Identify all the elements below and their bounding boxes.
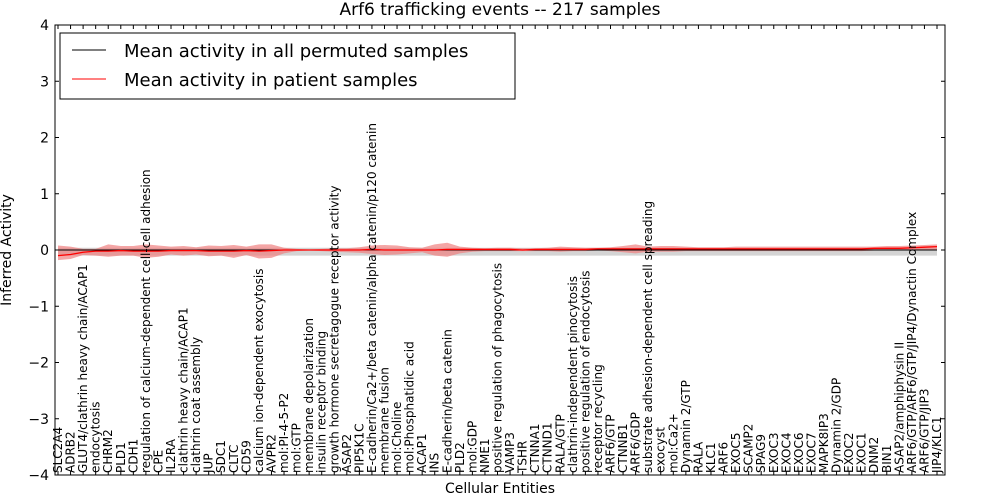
chart-title: Arf6 trafficking events -- 217 samples bbox=[339, 0, 660, 20]
x-tick-label: ASAP2 bbox=[340, 434, 354, 473]
x-tick-label: mol:GTP bbox=[290, 423, 304, 473]
x-tick-label: PIP5K1C bbox=[352, 423, 366, 473]
x-tick-label: MAPK8IP3 bbox=[817, 413, 831, 473]
x-tick-label: receptor recycling bbox=[591, 364, 605, 473]
x-tick-label: VAMP3 bbox=[503, 432, 517, 473]
x-tick-label: INS bbox=[428, 453, 442, 473]
x-tick-label: CTNNA1 bbox=[528, 423, 542, 473]
x-tick-label: CPE bbox=[151, 450, 165, 473]
x-tick-label: exocyst bbox=[654, 427, 668, 473]
x-tick-label: mol:Choline bbox=[390, 402, 404, 473]
x-tick-label: mol:Phosphatidic acid bbox=[403, 341, 417, 473]
x-tick-label: PLD2 bbox=[453, 442, 467, 473]
x-tick-label: insulin receptor binding bbox=[315, 331, 329, 473]
x-tick-label: growth hormone secretagogue receptor act… bbox=[327, 186, 341, 473]
x-tick-label: CHRM2 bbox=[101, 429, 115, 473]
x-tick-label: membrane fusion bbox=[377, 367, 391, 473]
x-tick-label: CLTC bbox=[227, 445, 241, 473]
x-tick-label: ARF6 bbox=[717, 442, 731, 473]
x-tick-label: IL2RA bbox=[164, 438, 178, 473]
y-tick-label: −1 bbox=[28, 299, 49, 315]
legend-label-patient: Mean activity in patient samples bbox=[124, 70, 418, 91]
x-tick-label: JIP4/KLC1 bbox=[930, 416, 944, 474]
x-tick-label: positive regulation of phagocytosis bbox=[491, 263, 505, 473]
x-tick-label: ARF6/GTP/JIP3 bbox=[917, 388, 931, 473]
y-axis-label: Inferred Activity bbox=[0, 194, 15, 306]
x-tick-label: Dynamin 2/GTP bbox=[679, 380, 693, 473]
x-tick-label: TSHR bbox=[516, 441, 530, 474]
x-tick-label: RALA bbox=[691, 441, 705, 473]
legend: Mean activity in all permuted samples Me… bbox=[59, 32, 516, 100]
x-tick-label: EXOC2 bbox=[842, 433, 856, 474]
x-tick-label: calcium ion-dependent exocytosis bbox=[252, 269, 266, 474]
x-tick-label: endocytosis bbox=[89, 401, 103, 473]
y-tick-label: 3 bbox=[40, 74, 49, 90]
y-tick-label: 2 bbox=[40, 131, 49, 147]
x-tick-label: SCAMP2 bbox=[742, 424, 756, 473]
x-tick-label: membrane depolarization bbox=[302, 318, 316, 473]
band-series-2 bbox=[58, 242, 937, 261]
x-tick-label: ACAP1 bbox=[415, 434, 429, 473]
y-tick-label: −4 bbox=[28, 468, 49, 484]
x-tick-label: CTNND1 bbox=[541, 422, 555, 473]
x-tick-label: SDC1 bbox=[214, 440, 228, 473]
x-tick-label: EXOC6 bbox=[792, 433, 806, 474]
legend-frame bbox=[59, 32, 516, 100]
x-tick-label: SPAG9 bbox=[754, 434, 768, 473]
x-axis-label: Cellular Entities bbox=[445, 481, 555, 497]
x-tick-label: KLC1 bbox=[704, 442, 718, 473]
x-tick-label: EXOC5 bbox=[729, 433, 743, 474]
x-tick-label: ADRB2 bbox=[64, 431, 78, 473]
x-tick-label: CDH1 bbox=[126, 439, 140, 473]
y-tick-label: −3 bbox=[28, 412, 49, 428]
x-tick-label: ARF6/GTP bbox=[604, 414, 618, 473]
y-tick-label: 4 bbox=[40, 18, 49, 34]
x-tick-label: substrate adhesion-dependent cell spread… bbox=[641, 201, 655, 473]
x-tick-label: BIN1 bbox=[880, 445, 894, 473]
x-tick-label: AVPR2 bbox=[264, 434, 278, 473]
x-tick-label: EXOC1 bbox=[855, 433, 869, 474]
x-tick-label: clathrin coat assembly bbox=[189, 337, 203, 473]
y-tick-label: −2 bbox=[28, 356, 49, 372]
x-tick-label: ARF6/GDP bbox=[629, 412, 643, 473]
legend-label-permuted: Mean activity in all permuted samples bbox=[124, 41, 468, 62]
x-tick-label: NME1 bbox=[478, 438, 492, 473]
x-tick-label: Dynamin 2/GDP bbox=[830, 378, 844, 473]
x-tick-label: GLUT4/clathrin heavy chain/ACAP1 bbox=[76, 264, 90, 473]
x-tick-label: mol:Ca2+ bbox=[666, 413, 680, 473]
x-tick-label: positive regulation of endocytosis bbox=[578, 270, 592, 473]
x-tick-label: EXOC4 bbox=[779, 433, 793, 474]
x-tick-label: CTNNB1 bbox=[616, 423, 630, 473]
line-series-2 bbox=[57, 245, 938, 257]
x-tick-label: PLD1 bbox=[114, 442, 128, 473]
x-tick-label: clathrin-independent pinocytosis bbox=[566, 276, 580, 473]
y-tick-label: 1 bbox=[40, 187, 49, 203]
x-tick-label: EXOC3 bbox=[767, 433, 781, 474]
x-tick-label: EXOC7 bbox=[804, 433, 818, 474]
x-tick-label: regulation of calcium-dependent cell-cel… bbox=[139, 169, 153, 473]
x-tick-label: E-cadherin/beta catenin bbox=[440, 329, 454, 473]
x-tick-label: CD59 bbox=[239, 440, 253, 473]
x-tick-label: RALA/GTP bbox=[553, 414, 567, 473]
x-tick-label: ASAP2/amphiphysin II bbox=[892, 342, 906, 473]
plot-frame bbox=[54, 24, 946, 476]
x-tick-label: clathrin heavy chain/ACAP1 bbox=[177, 307, 191, 473]
y-tick-label: 0 bbox=[40, 243, 49, 259]
x-tick-label: ARF6/GTP/ARF6/GTP/JIP4/Dynactin Complex bbox=[905, 212, 919, 473]
x-tick-label: mol:GDP bbox=[465, 421, 479, 473]
x-tick-label: mol:PI-4-5-P2 bbox=[277, 393, 291, 473]
x-tick-label: JUP bbox=[202, 453, 216, 474]
x-tick-label: E-cadherin/Ca2+/beta catenin/alpha caten… bbox=[365, 123, 379, 473]
x-tick-label: DNM2 bbox=[867, 437, 881, 473]
